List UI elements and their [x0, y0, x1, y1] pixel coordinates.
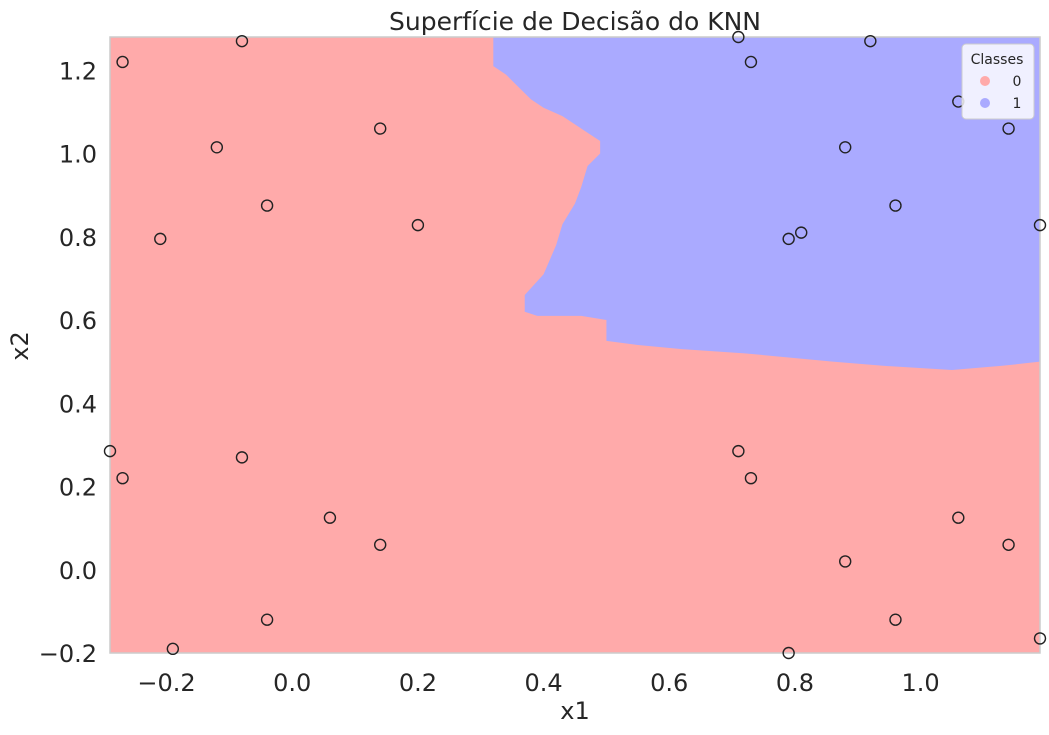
legend-label-0: 0 [1013, 74, 1022, 90]
data-point [952, 511, 965, 524]
data-point [839, 141, 852, 154]
scatter-points [103, 30, 1047, 660]
x-tick-label: 1.0 [902, 669, 940, 697]
data-point [260, 613, 274, 626]
legend-marker-0 [980, 76, 990, 86]
data-point [889, 613, 902, 626]
y-axis-ticks: −0.2 0.0 0.2 0.4 0.6 0.8 1.0 1.2 [39, 57, 97, 668]
data-point [260, 199, 274, 212]
x-axis-ticks: −0.2 0.0 0.2 0.4 0.6 0.8 1.0 [137, 669, 939, 697]
y-tick-label: 0.4 [59, 390, 97, 418]
data-point [1033, 218, 1047, 232]
data-point [744, 471, 758, 485]
data-point [1002, 538, 1015, 551]
x-tick-label: 0.4 [524, 669, 562, 697]
y-tick-label: 0.8 [59, 224, 97, 252]
data-point [732, 444, 745, 458]
data-point [782, 232, 795, 246]
data-point [889, 199, 902, 212]
y-axis-label: x2 [6, 331, 34, 360]
x-tick-label: −0.2 [137, 669, 195, 697]
data-point [103, 444, 117, 458]
legend-title: Classes [971, 52, 1024, 68]
plot-frame [109, 36, 1041, 654]
data-point [235, 451, 249, 464]
x-tick-label: 0.0 [273, 669, 311, 697]
legend-label-1: 1 [1013, 96, 1022, 112]
y-tick-label: −0.2 [39, 640, 97, 668]
data-point [732, 30, 745, 44]
chart-title: Superfície de Decisão do KNN [389, 7, 761, 36]
data-point [374, 122, 387, 135]
data-point [323, 511, 337, 524]
data-point [154, 232, 167, 246]
legend-box [961, 43, 1035, 120]
data-point [1002, 122, 1015, 135]
data-point [744, 55, 758, 69]
data-point [864, 34, 877, 48]
data-point [411, 218, 425, 232]
y-tick-label: 1.2 [59, 57, 97, 85]
legend-entries: 01 [980, 74, 1021, 112]
data-point [782, 646, 795, 660]
x-axis-label: x1 [560, 697, 589, 725]
y-tick-label: 0.0 [59, 557, 97, 585]
plot-area [109, 36, 1041, 654]
y-tick-label: 0.6 [59, 307, 97, 335]
data-point [235, 34, 249, 48]
data-point [166, 642, 180, 656]
legend: Classes 01 [961, 43, 1035, 120]
legend-marker-1 [980, 98, 990, 108]
data-point [116, 55, 129, 69]
data-point [374, 538, 387, 551]
data-point [1033, 632, 1047, 645]
y-tick-label: 0.2 [59, 474, 97, 502]
data-point [795, 226, 808, 239]
data-point [839, 555, 852, 568]
class-1-region [493, 37, 1041, 370]
data-point [210, 141, 224, 154]
x-tick-label: 0.6 [650, 669, 688, 697]
x-tick-label: 0.2 [399, 669, 437, 697]
x-tick-label: 0.8 [776, 669, 814, 697]
data-point [116, 471, 129, 485]
y-tick-label: 1.0 [59, 141, 97, 169]
